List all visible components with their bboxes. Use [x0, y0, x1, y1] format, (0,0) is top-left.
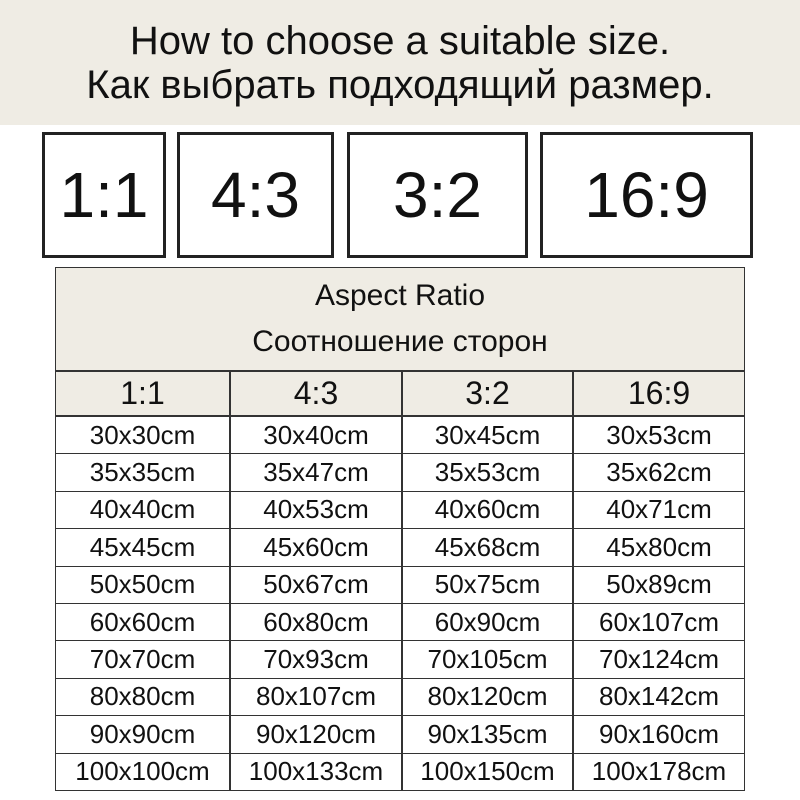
table-cell: 35x53cm [402, 453, 573, 492]
table-cell: 50x89cm [573, 565, 745, 604]
table-cell: 70x93cm [230, 640, 402, 679]
table-cell: 30x40cm [230, 416, 402, 455]
table-cell: 40x60cm [402, 490, 573, 530]
table-cell: 100x133cm [230, 752, 402, 791]
table-cell: 45x45cm [55, 528, 230, 567]
table-cell: 35x62cm [573, 453, 745, 492]
table-cell: 80x80cm [55, 677, 230, 717]
header: How to choose a suitable size. Как выбра… [0, 0, 800, 125]
table-cell: 80x142cm [573, 677, 745, 717]
table-cell: 90x135cm [402, 715, 573, 754]
table-cell: 60x107cm [573, 603, 745, 642]
table-cell: 100x100cm [55, 752, 230, 791]
ratio-box: 4:3 [177, 132, 334, 258]
table-cell: 30x30cm [55, 416, 230, 455]
table-cell: 45x68cm [402, 528, 573, 567]
ratio-box: 16:9 [540, 132, 753, 258]
table-cell: 50x75cm [402, 565, 573, 604]
table-cell: 70x124cm [573, 640, 745, 679]
table-cell: 60x90cm [402, 603, 573, 642]
table-cell: 60x60cm [55, 603, 230, 642]
table-cell: 80x107cm [230, 677, 402, 717]
table-cell: 90x160cm [573, 715, 745, 754]
table-title-line: Aspect Ratio [314, 279, 486, 312]
table-cell: 50x67cm [230, 565, 402, 604]
table-cell: 45x60cm [230, 528, 402, 567]
table-title-line: Соотношение сторон [252, 325, 548, 358]
column-header: 4:3 [230, 371, 402, 416]
table-cell: 90x120cm [230, 715, 402, 754]
table-cell: 100x178cm [573, 752, 745, 791]
table-cell: 35x47cm [230, 453, 402, 492]
column-header: 16:9 [573, 371, 745, 416]
table-cell: 30x45cm [402, 416, 573, 455]
table-cell: 50x50cm [55, 565, 230, 604]
table-cell: 40x40cm [55, 490, 230, 530]
table-cell: 90x90cm [55, 715, 230, 754]
table-cell: 70x70cm [55, 640, 230, 679]
table-cell: 40x71cm [573, 490, 745, 530]
table-cell: 70x105cm [402, 640, 573, 679]
table-cell: 80x120cm [402, 677, 573, 717]
table-title: Aspect Ratio Соотношение сторон [55, 267, 745, 371]
table-cell: 30x53cm [573, 416, 745, 455]
table-cell: 45x80cm [573, 528, 745, 567]
header-line: How to choose a suitable size. [129, 18, 671, 63]
column-header: 3:2 [402, 371, 573, 416]
table-cell: 100x150cm [402, 752, 573, 791]
table-cell: 60x80cm [230, 603, 402, 642]
column-header: 1:1 [55, 371, 230, 416]
ratio-box: 3:2 [347, 132, 528, 258]
table-cell: 40x53cm [230, 490, 402, 530]
table-cell: 35x35cm [55, 453, 230, 492]
header-line: Как выбрать подходящий размер. [86, 62, 714, 107]
ratio-box: 1:1 [42, 132, 166, 258]
